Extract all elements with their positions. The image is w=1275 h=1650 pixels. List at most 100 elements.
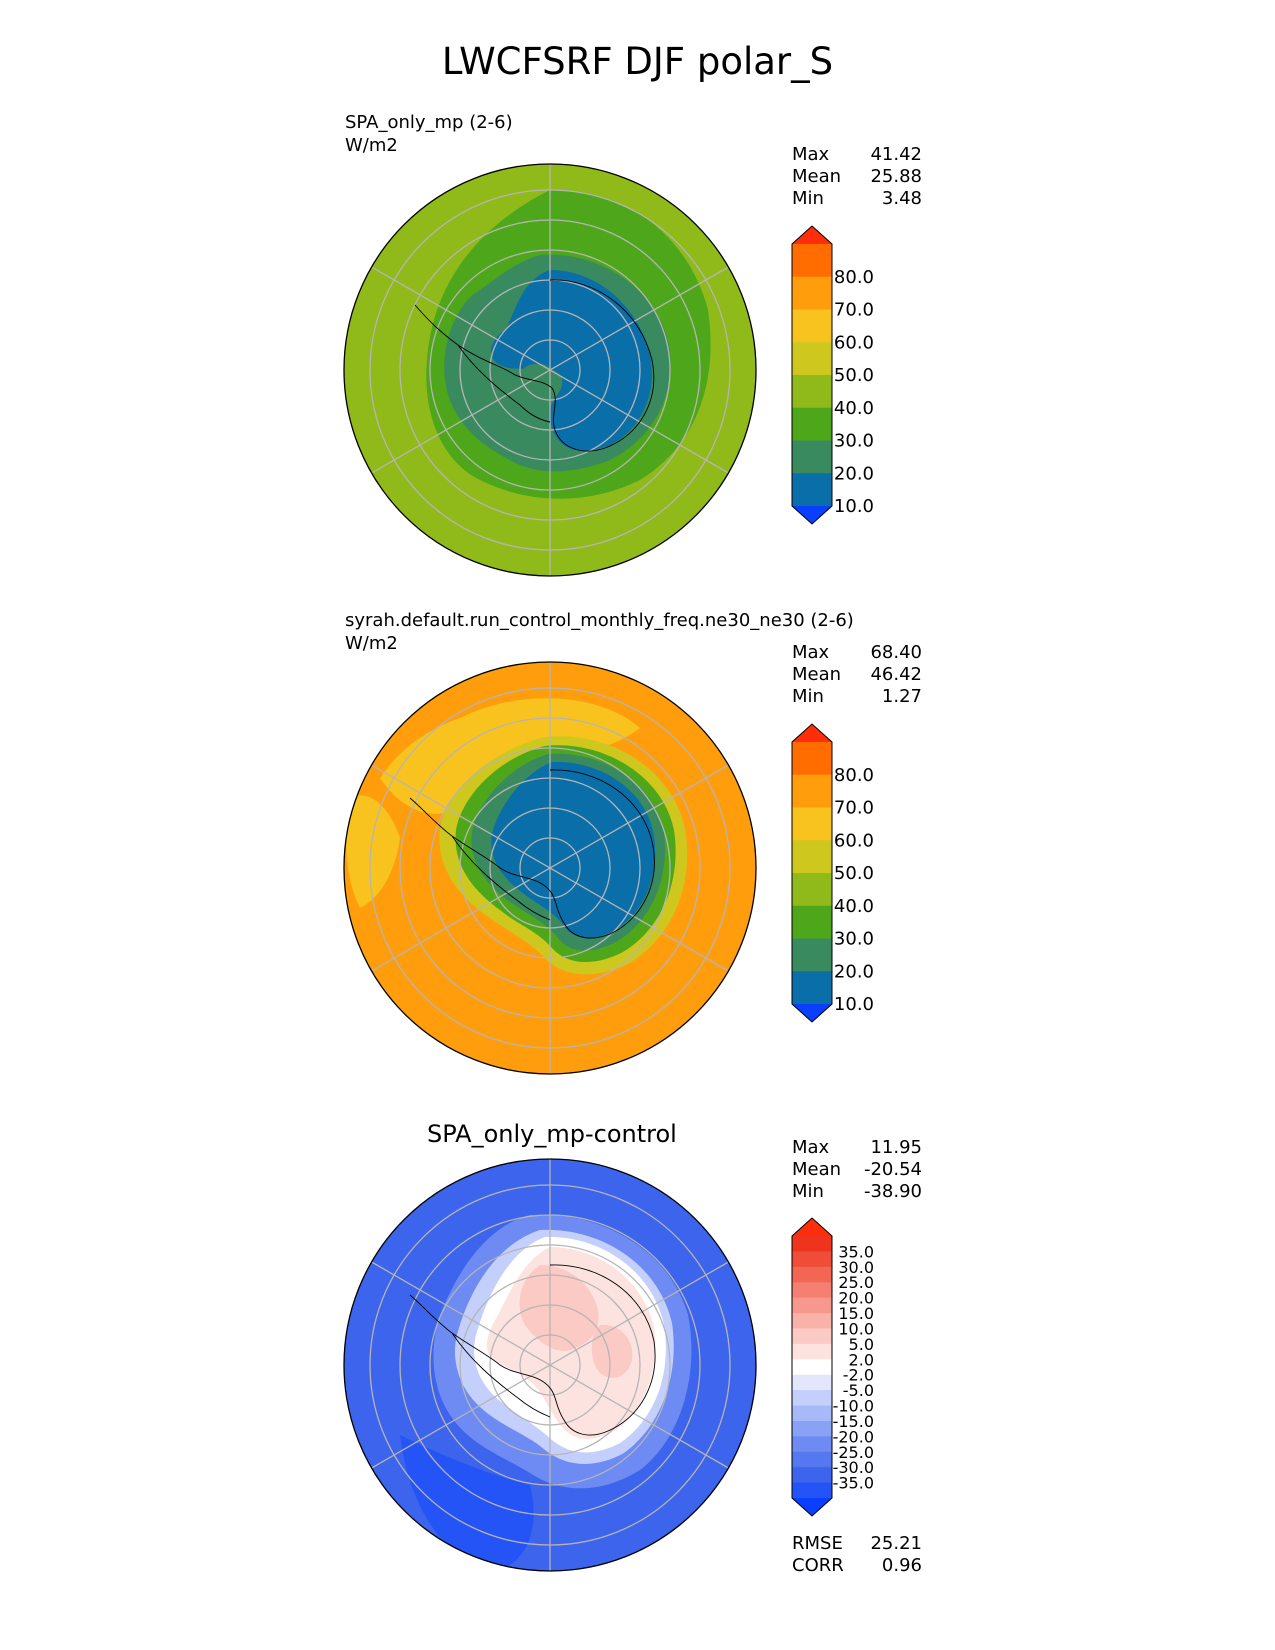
stat-row-max: Max 41.42 — [792, 144, 922, 166]
colorbar-outline — [791, 1217, 833, 1517]
stat-row-mean: Mean -20.54 — [792, 1159, 922, 1181]
panel-1-units-label: W/m2 — [345, 135, 398, 156]
panel-1-stats: Max 41.42 Mean 25.88 Min 3.48 — [792, 144, 922, 210]
stat-label: Max — [792, 144, 830, 165]
colorbar-tick-label: -30.0 — [833, 1458, 874, 1477]
panel-1-case-label: SPA_only_mp (2-6) — [345, 112, 513, 133]
map-gridlines — [369, 1159, 731, 1571]
panel-3-stats: Max 11.95 Mean -20.54 Min -38.90 — [792, 1137, 922, 1203]
stat-label: Max — [792, 1137, 830, 1158]
stat-row-max: Max 68.40 — [792, 642, 922, 664]
panel-3-polar-map — [343, 1158, 757, 1572]
colorbar-outline — [791, 723, 833, 1023]
colorbar-tick-label: 35.0 — [838, 1242, 874, 1261]
colorbar-segment — [792, 309, 832, 343]
stat-label: Mean — [792, 1159, 842, 1180]
colorbar-tick-label: -5.0 — [843, 1381, 874, 1400]
stat-row-min: Min 1.27 — [792, 686, 922, 708]
map-frame — [343, 163, 757, 577]
stat-value: -20.54 — [863, 1159, 922, 1180]
colorbar-segment — [792, 1451, 832, 1468]
colorbar-tick-label: 60.0 — [834, 830, 874, 851]
antarctica-coastline — [409, 769, 655, 939]
colorbar-segment — [792, 473, 832, 507]
colorbar-segment — [792, 1266, 832, 1283]
stat-value: 25.88 — [870, 166, 922, 187]
stat-label: Min — [792, 686, 824, 707]
colorbar-tick-label: 15.0 — [838, 1304, 874, 1323]
colorbar-tick-label: -15.0 — [833, 1412, 874, 1431]
colorbar-segment — [792, 1405, 832, 1422]
colorbar-segment — [792, 905, 832, 939]
stat-label: Max — [792, 642, 830, 663]
colorbar-extend-min — [792, 1004, 832, 1022]
metric-value: 25.21 — [870, 1533, 922, 1554]
colorbar-tick-label: 70.0 — [834, 798, 874, 819]
antarctica-coastline — [414, 279, 655, 452]
stat-label: Min — [792, 1181, 824, 1202]
meridian-line — [371, 1261, 729, 1469]
colorbar-extend-min — [792, 1498, 832, 1516]
colorbar-tick-label: 40.0 — [834, 398, 874, 419]
panel-2-polar-map — [343, 661, 757, 1075]
meridian-line — [371, 266, 729, 474]
colorbar-segment — [792, 1374, 832, 1391]
colorbar-segment — [792, 807, 832, 841]
colorbar-tick-label: 0.0 — [845, 1027, 874, 1028]
colorbar-tick-label: 5.0 — [849, 1335, 874, 1354]
map-frame — [343, 661, 757, 1075]
metric-row-corr: CORR 0.96 — [792, 1555, 922, 1577]
colorbar-segment — [792, 1313, 832, 1329]
panel-1-polar-map — [343, 163, 757, 577]
stat-value: 41.42 — [870, 144, 922, 165]
stat-row-min: Min 3.48 — [792, 188, 922, 210]
colorbar-tick-label: -2.0 — [843, 1366, 874, 1385]
stat-row-mean: Mean 46.42 — [792, 664, 922, 686]
colorbar-tick-label: 10.0 — [834, 496, 874, 517]
colorbar-segment — [792, 1343, 832, 1360]
colorbar-segment — [792, 1236, 832, 1252]
colorbar-extend-max — [792, 1218, 832, 1236]
colorbar-tick-label: 80.0 — [834, 765, 874, 786]
panel-3-metrics: RMSE 25.21 CORR 0.96 — [792, 1533, 922, 1577]
panel-3-colorbar: 35.030.025.020.015.010.05.02.0-2.0-5.0-1… — [791, 1217, 874, 1517]
colorbar-tick-label: -35.0 — [833, 1474, 874, 1493]
colorbar-tick-label: 30.0 — [834, 431, 874, 452]
map-fill-band-50-west — [346, 795, 400, 908]
panel-1-colorbar: 80.0 70.0 60.0 50.0 40.0 30.0 20.0 10.0 0.0 — [791, 225, 874, 530]
colorbar-tick-label: 60.0 — [834, 332, 874, 353]
stat-value: 3.48 — [881, 188, 922, 209]
colorbar-segment — [792, 440, 832, 474]
colorbar-tick-label: 10.0 — [838, 1319, 874, 1338]
stat-value: 1.27 — [881, 686, 922, 707]
stat-label: Mean — [792, 166, 842, 187]
metric-label: RMSE — [792, 1533, 843, 1554]
colorbar-segment — [792, 1251, 832, 1268]
stat-row-max: Max 11.95 — [792, 1137, 922, 1159]
colorbar-segment — [792, 742, 832, 776]
colorbar-segment — [792, 938, 832, 972]
colorbar-tick-label: 80.0 — [834, 267, 874, 288]
map-gridlines — [369, 662, 731, 1074]
colorbar-tick-label: 30.0 — [838, 1258, 874, 1277]
colorbar-segment — [792, 342, 832, 376]
antarctica-coastline — [409, 1264, 656, 1436]
map-fill-band-plus-5-east — [591, 1324, 633, 1378]
panel-2-case-label: syrah.default.run_control_monthly_freq.n… — [345, 610, 854, 631]
colorbar-segment — [792, 840, 832, 874]
stat-label: Mean — [792, 664, 842, 685]
stat-value: 68.40 — [870, 642, 922, 663]
stat-row-mean: Mean 25.88 — [792, 166, 922, 188]
stat-value: 46.42 — [870, 664, 922, 685]
colorbar-tick-label: 40.0 — [834, 896, 874, 917]
colorbar-segment — [792, 1436, 832, 1453]
panel-2-units-label: W/m2 — [345, 633, 398, 654]
colorbar-tick-label: 20.0 — [838, 1289, 874, 1308]
colorbar-tick-label: 20.0 — [834, 463, 874, 484]
map-fill-band-10 — [491, 761, 656, 939]
colorbar-extend-max — [792, 724, 832, 742]
colorbar-extend-max — [792, 226, 832, 244]
stat-row-min: Min -38.90 — [792, 1181, 922, 1203]
colorbar-tick-label: 70.0 — [834, 300, 874, 321]
colorbar-extend-min — [792, 506, 832, 524]
